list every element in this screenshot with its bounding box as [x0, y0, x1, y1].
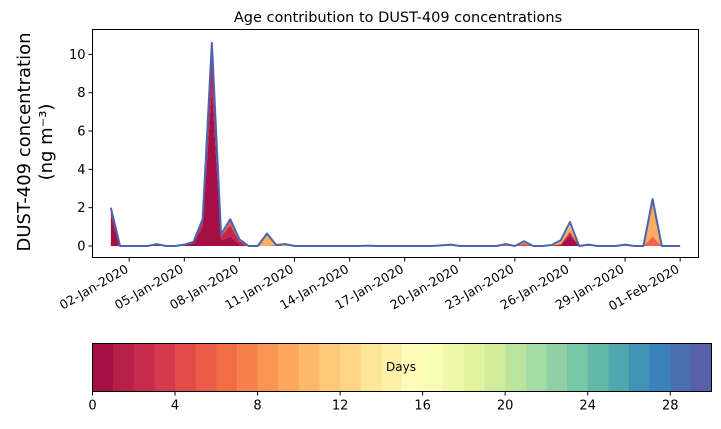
colorbar-segment [113, 343, 135, 392]
colorbar-segment [587, 343, 609, 392]
colorbar-ticks: 0 4 8 12 16 20 24 28 [88, 391, 679, 414]
colorbar-segment [628, 343, 651, 392]
colorbar [92, 343, 712, 392]
colorbar-segment [298, 343, 320, 392]
chart-title: Age contribution to DUST-409 concentrati… [234, 10, 562, 26]
colorbar-tick-label: 20 [497, 399, 514, 414]
y-tick-label: 6 [77, 125, 85, 140]
colorbar-segment [505, 343, 527, 392]
colorbar-segment [278, 343, 300, 392]
colorbar-segment [340, 343, 362, 392]
plot-frame [92, 29, 699, 258]
colorbar-segment [195, 343, 217, 392]
area-series-2 [110, 44, 681, 246]
colorbar-label: Days [386, 360, 416, 374]
y-axis-label: DUST-409 concentration (ng m⁻³) [14, 32, 57, 251]
colorbar-segment [443, 343, 465, 392]
colorbar-tick-label: 16 [414, 399, 431, 414]
colorbar-segment [133, 343, 155, 392]
colorbar-tick-label: 0 [88, 399, 96, 414]
colorbar-segment [608, 343, 630, 392]
plot-areas [110, 42, 681, 246]
area-series-3 [110, 42, 681, 246]
area-series-4 [110, 42, 681, 246]
y-ticks: 0 2 4 6 8 10 [69, 48, 93, 255]
colorbar-segment [236, 343, 259, 392]
colorbar-tick-label: 4 [171, 399, 179, 414]
colorbar-segment [649, 343, 671, 392]
colorbar-segment [319, 343, 341, 392]
y-tick-label: 10 [69, 48, 86, 63]
colorbar-segment [257, 343, 279, 392]
y-tick-label: 8 [77, 86, 85, 101]
y-tick-label: 4 [77, 163, 85, 178]
area-series-0 [110, 86, 681, 246]
x-ticks: 02-Jan-202005-Jan-202008-Jan-202011-Jan-… [57, 257, 682, 314]
colorbar-tick-label: 24 [579, 399, 596, 414]
colorbar-segment [175, 343, 197, 392]
colorbar-segment [92, 343, 114, 392]
colorbar-segment [154, 343, 176, 392]
colorbar-frame [92, 343, 712, 392]
y-tick-label: 2 [77, 201, 85, 216]
y-axis-label-line1: DUST-409 concentration [14, 32, 35, 251]
plot-outline [109, 41, 681, 247]
y-axis-label-line2: (ng m⁻³) [36, 104, 57, 181]
y-tick-label: 0 [77, 240, 85, 255]
colorbar-segment [567, 343, 589, 392]
total-outline [109, 41, 681, 247]
area-series-1 [110, 56, 681, 246]
colorbar-segment [402, 343, 424, 392]
colorbar-segment [546, 343, 568, 392]
colorbar-segment [216, 343, 238, 392]
colorbar-tick-label: 28 [662, 399, 679, 414]
colorbar-segment [360, 343, 382, 392]
colorbar-segment [422, 343, 444, 392]
colorbar-segment [525, 343, 547, 392]
colorbar-segment [463, 343, 486, 392]
colorbar-tick-label: 8 [253, 399, 261, 414]
colorbar-segment [381, 343, 403, 392]
colorbar-segment [690, 343, 712, 392]
colorbar-segment [484, 343, 506, 392]
colorbar-segment [670, 343, 692, 392]
colorbar-tick-label: 12 [332, 399, 349, 414]
area-series-5 [110, 42, 681, 246]
